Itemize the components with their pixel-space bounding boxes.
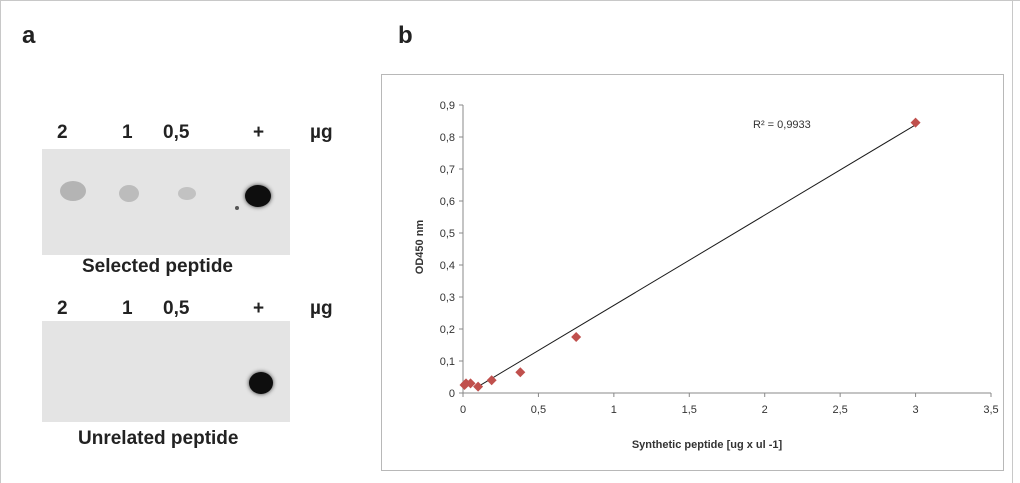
y-tick-label: 0,1 (440, 356, 455, 368)
blot-caption-unrelated: Unrelated peptide (78, 428, 239, 449)
y-tick-label: 0,3 (440, 292, 455, 304)
blot-membrane-selected (42, 149, 290, 255)
x-tick-label: 0,5 (531, 404, 546, 416)
chart-frame: 0 0,1 0,2 0,3 0,4 0,5 0,6 0,7 0,8 0,9 0 0,5 1 1,5 2 2,5… (381, 74, 1004, 471)
data-point (515, 367, 526, 378)
unit-label: µg (310, 298, 333, 319)
lane-label-1ug: 1 (122, 122, 133, 143)
y-tick-label: 0,2 (440, 324, 455, 336)
figure-border-right (1012, 0, 1013, 483)
figure-border-left (0, 0, 1, 483)
x-tick-label: 2,5 (832, 404, 847, 416)
x-tick-label: 3 (913, 404, 919, 416)
linear-trendline (477, 124, 916, 388)
blot-dot-positive (249, 372, 273, 394)
y-tick-label: 0,4 (440, 260, 455, 272)
y-tick-label: 0,6 (440, 196, 455, 208)
unit-label: µg (310, 122, 333, 143)
lane-label-2ug: 2 (57, 298, 68, 319)
x-tick-label: 1 (611, 404, 617, 416)
lane-label-0-5ug: 0,5 (163, 298, 190, 319)
lane-label-2ug: 2 (57, 122, 68, 143)
blot-dot (178, 187, 196, 200)
lane-label-positive-control: + (253, 298, 265, 319)
data-point (486, 375, 497, 386)
x-tick-label: 1,5 (682, 404, 697, 416)
lane-label-positive-control: + (253, 122, 265, 143)
axis-ticks: 0 0,1 0,2 0,3 0,4 0,5 0,6 0,7 0,8 0,9 0 0,5 1 1,5 2 2,5… (440, 100, 999, 416)
data-points (459, 117, 921, 392)
blot-dot (119, 185, 139, 202)
data-point (465, 378, 476, 389)
blot-speck (235, 206, 239, 210)
panel-a-label: a (22, 22, 36, 49)
x-tick-label: 3,5 (983, 404, 998, 416)
y-tick-label: 0 (449, 388, 455, 400)
data-point (910, 117, 921, 128)
lane-label-1ug: 1 (122, 298, 133, 319)
figure-border-top (0, 0, 1020, 1)
scatter-chart: 0 0,1 0,2 0,3 0,4 0,5 0,6 0,7 0,8 0,9 0 0,5 1 1,5 2 2,5… (414, 100, 999, 451)
x-tick-label: 0 (460, 404, 466, 416)
x-tick-label: 2 (762, 404, 768, 416)
blot-membrane-unrelated (42, 321, 290, 422)
data-point (571, 332, 582, 342)
lane-label-0-5ug: 0,5 (163, 122, 190, 143)
x-axis-title: Synthetic peptide [ug x ul -1] (632, 439, 783, 451)
blot-dot-positive (245, 185, 271, 207)
panel-b-label: b (398, 22, 413, 49)
blot-dot (60, 181, 86, 201)
y-tick-label: 0,9 (440, 100, 455, 112)
y-tick-label: 0,8 (440, 132, 455, 144)
blot-caption-selected: Selected peptide (82, 256, 233, 277)
data-point (473, 381, 484, 392)
y-tick-label: 0,5 (440, 228, 455, 240)
y-axis-title: OD450 nm (414, 220, 426, 275)
y-tick-label: 0,7 (440, 164, 455, 176)
r-squared-annotation: R² = 0,9933 (753, 119, 811, 131)
